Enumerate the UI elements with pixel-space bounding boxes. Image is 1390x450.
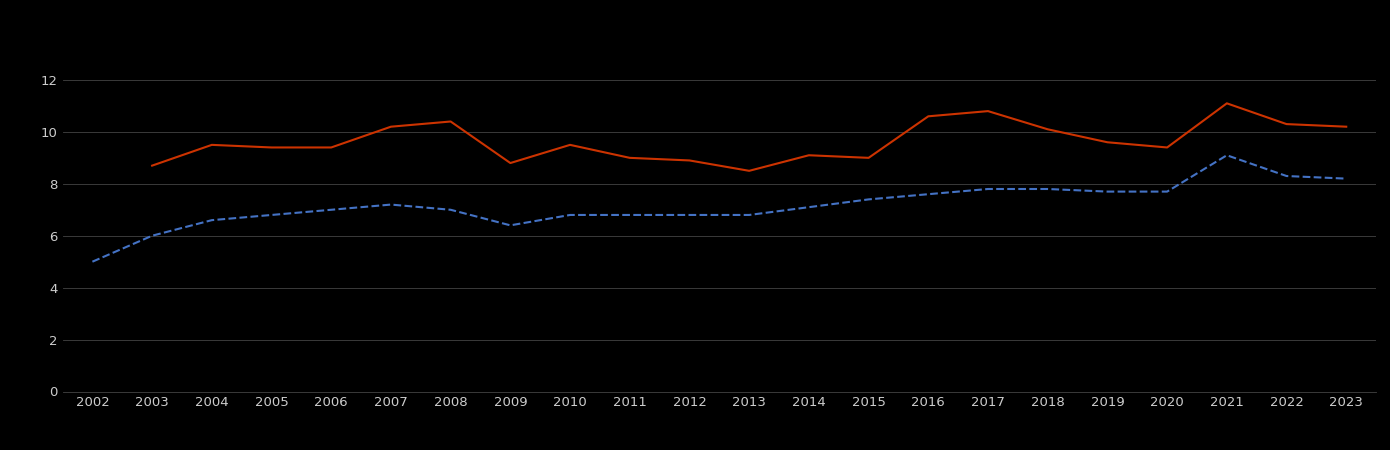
England and Wales	[1279, 173, 1295, 179]
Dorset	[1099, 140, 1116, 145]
England and Wales	[1099, 189, 1116, 194]
England and Wales	[741, 212, 758, 218]
England and Wales	[860, 197, 877, 202]
England and Wales	[980, 186, 997, 192]
Dorset	[1040, 126, 1056, 132]
England and Wales	[1219, 153, 1236, 158]
England and Wales	[83, 259, 100, 265]
Dorset	[322, 145, 339, 150]
Dorset	[1219, 101, 1236, 106]
Dorset	[920, 113, 937, 119]
Dorset	[860, 155, 877, 161]
England and Wales	[801, 204, 817, 210]
England and Wales	[502, 223, 518, 228]
Line: England and Wales: England and Wales	[92, 155, 1347, 262]
Dorset	[741, 168, 758, 174]
Dorset	[502, 160, 518, 166]
Dorset	[1339, 124, 1355, 130]
Dorset	[980, 108, 997, 114]
England and Wales	[322, 207, 339, 212]
Dorset	[382, 124, 399, 130]
Dorset	[621, 155, 638, 161]
Dorset	[143, 163, 160, 168]
Line: Dorset: Dorset	[152, 104, 1347, 171]
England and Wales	[1159, 189, 1176, 194]
England and Wales	[681, 212, 698, 218]
Dorset	[1159, 145, 1176, 150]
Dorset	[1279, 122, 1295, 127]
England and Wales	[143, 233, 160, 238]
England and Wales	[442, 207, 459, 212]
England and Wales	[203, 217, 220, 223]
Dorset	[801, 153, 817, 158]
England and Wales	[1040, 186, 1056, 192]
England and Wales	[562, 212, 578, 218]
England and Wales	[263, 212, 279, 218]
England and Wales	[1339, 176, 1355, 181]
Dorset	[203, 142, 220, 148]
England and Wales	[382, 202, 399, 207]
Dorset	[442, 119, 459, 124]
Dorset	[263, 145, 279, 150]
England and Wales	[621, 212, 638, 218]
Dorset	[562, 142, 578, 148]
Dorset	[681, 158, 698, 163]
England and Wales	[920, 192, 937, 197]
